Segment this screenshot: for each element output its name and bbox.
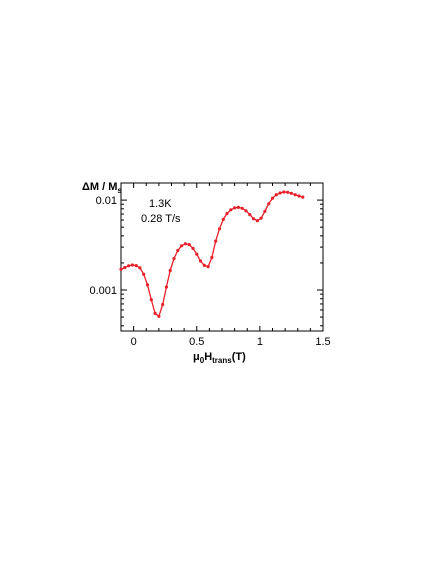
data-point (183, 242, 187, 246)
data-point (267, 202, 271, 206)
data-point (297, 194, 301, 198)
series-line (120, 191, 303, 317)
data-point (286, 190, 290, 194)
y-tick-label: 0.01 (96, 195, 117, 207)
data-point (198, 259, 203, 263)
data-point (259, 216, 263, 220)
data-point (221, 217, 225, 221)
data-point (191, 246, 195, 250)
data-point (229, 208, 233, 212)
data-point (157, 314, 161, 318)
data-point (134, 264, 138, 268)
data-point (293, 193, 297, 197)
data-point (289, 191, 293, 195)
data-point (176, 248, 180, 253)
data-point (153, 311, 157, 315)
data-point (187, 243, 191, 247)
axes: 0 0.5 1 1.5 0.001 0.01 (89, 182, 331, 348)
y-axis-label: ΔM / Ms (82, 181, 122, 195)
data-point (274, 193, 278, 197)
data-point (180, 244, 184, 248)
data-point (138, 266, 142, 270)
data-point (142, 272, 146, 276)
data-point (255, 219, 259, 223)
data-point (168, 268, 172, 273)
data-point (123, 265, 127, 270)
data-point (217, 227, 222, 231)
data-point (278, 191, 282, 195)
data-point (145, 283, 150, 287)
data-point (270, 196, 275, 200)
data-point (282, 190, 286, 194)
data-point (240, 206, 244, 210)
y-tick-label: 0.001 (89, 285, 117, 297)
data-point (127, 264, 131, 268)
x-axis-label-h: H (204, 351, 212, 363)
x-axis-label-unit: (T) (232, 351, 246, 363)
x-axis-label-mu: μ (193, 351, 200, 363)
data-point (263, 209, 267, 213)
x-tick-label: 1 (257, 336, 263, 348)
x-axis-label-sub2: trans (212, 356, 232, 365)
x-tick-label: 1.5 (315, 336, 330, 348)
data-point (248, 213, 252, 217)
data-point (214, 239, 218, 243)
data-point (233, 206, 237, 210)
data-point (149, 298, 153, 302)
y-axis-label-main: ΔM / M (82, 181, 117, 193)
data-point (206, 265, 210, 269)
data-point (172, 256, 176, 261)
data-point (195, 252, 199, 256)
data-point (210, 255, 214, 260)
x-axis-label: μ0Htrans(T) (193, 351, 246, 365)
x-axis-label-sub1: 0 (200, 356, 205, 365)
data-point (164, 285, 168, 289)
data-point (130, 263, 134, 267)
y-axis-label-sub: s (117, 186, 122, 195)
data-point (236, 205, 240, 209)
annotation-sweep-rate: 0.28 T/s (141, 213, 181, 225)
data-point (225, 211, 229, 216)
data-point (161, 302, 165, 307)
data-point (202, 263, 206, 267)
data-point (119, 267, 123, 271)
data-point (252, 217, 256, 221)
data-point (244, 209, 248, 213)
series-layer (119, 190, 305, 318)
data-point (301, 195, 305, 199)
annotation-temperature: 1.3K (149, 198, 172, 210)
x-tick-label: 0 (131, 336, 137, 348)
x-tick-label: 0.5 (189, 336, 204, 348)
